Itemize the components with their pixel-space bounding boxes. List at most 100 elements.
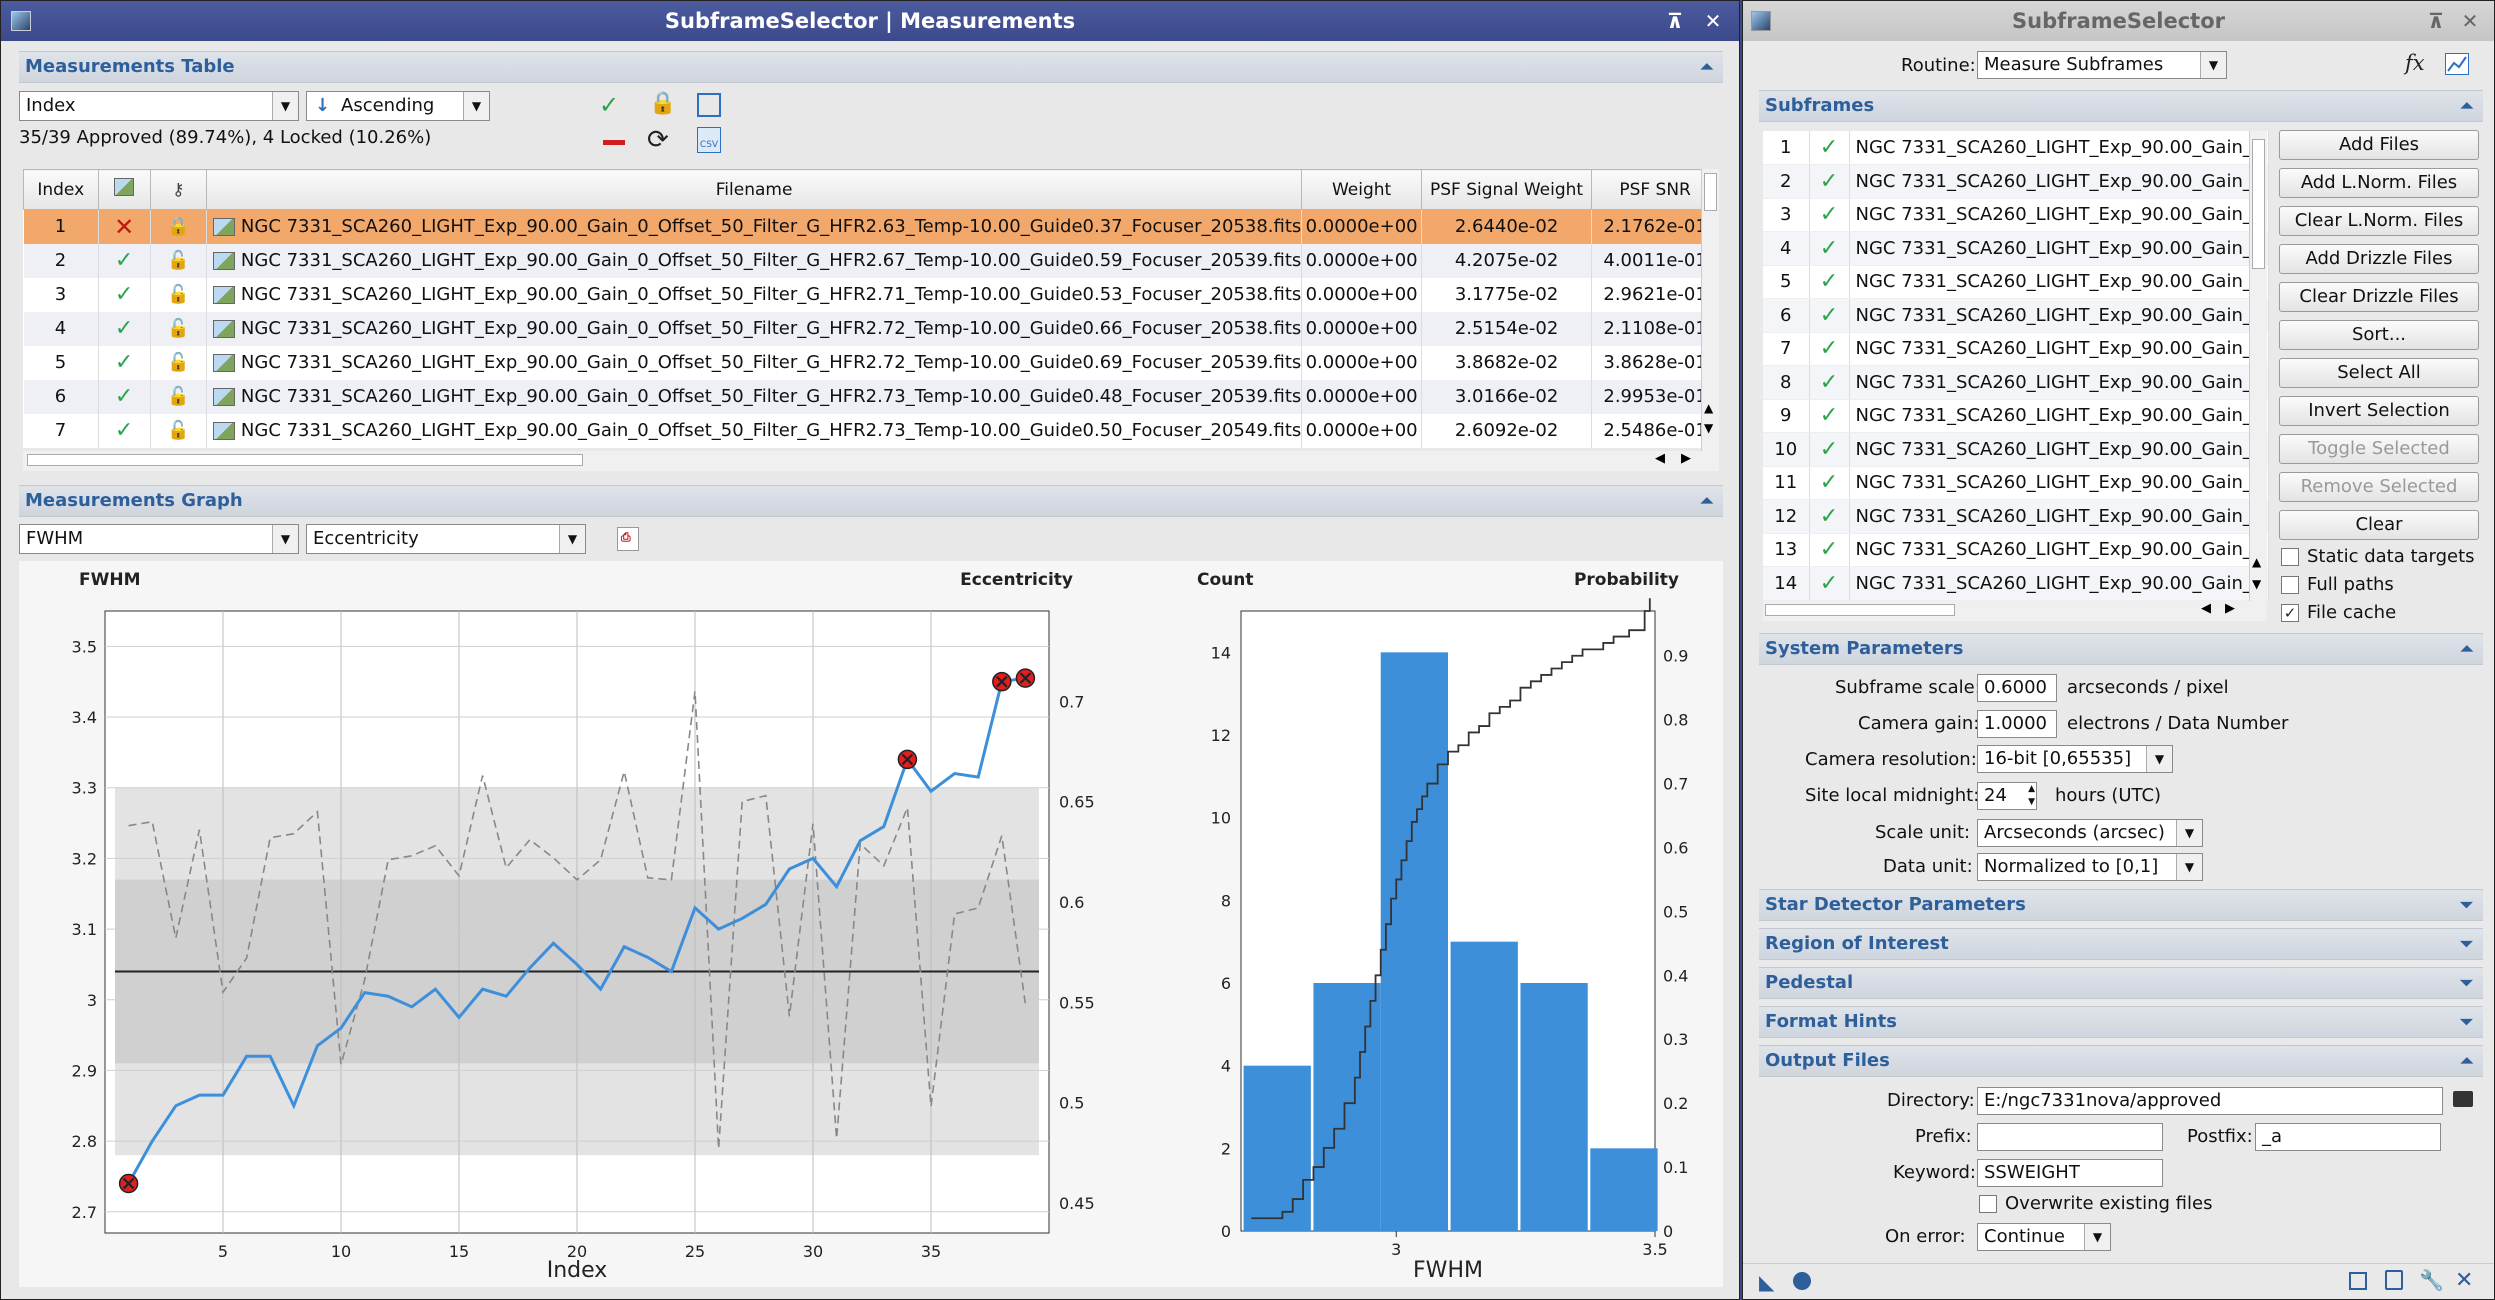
table-row[interactable]: 4 ✓ 🔓 NGC 7331_SCA260_LIGHT_Exp_90.00_Gain_…: [23, 311, 1719, 346]
lock-toggle[interactable]: 🔓: [150, 311, 207, 346]
subframe-row[interactable]: 1 ✓ NGC 7331_SCA260_LIGHT_Exp_90.00_Gain_0…: [1763, 131, 2269, 165]
folder-icon[interactable]: [2453, 1091, 2473, 1107]
col-psf-signal-weight[interactable]: PSF Signal Weight: [1420, 169, 1593, 210]
subframe-row[interactable]: 10 ✓ NGC 7331_SCA260_LIGHT_Exp_90.00_Gain_…: [1763, 432, 2269, 467]
format-hints-section-header[interactable]: Format Hints ⏷: [1759, 1006, 2483, 1038]
preview-icon[interactable]: [2349, 1272, 2367, 1290]
data-unit-select[interactable]: Normalized to [0,1] ▼: [1977, 853, 2203, 881]
on-error-select[interactable]: Continue ▼: [1977, 1223, 2111, 1251]
subframe-enabled-toggle[interactable]: ✓: [1809, 265, 1850, 299]
toggle-columns-icon[interactable]: [697, 93, 721, 117]
expand-icon[interactable]: ⏷: [2460, 1012, 2473, 1031]
subframe-row[interactable]: 2 ✓ NGC 7331_SCA260_LIGHT_Exp_90.00_Gain_0…: [1763, 164, 2269, 199]
prefix-input[interactable]: [1977, 1123, 2163, 1151]
approve-toggle[interactable]: ✓: [98, 243, 151, 278]
region-of-interest-section-header[interactable]: Region of Interest ⏷: [1759, 928, 2483, 960]
subframes-section-header[interactable]: Subframes ⏶: [1759, 90, 2483, 122]
toggle-selected-button[interactable]: Toggle Selected: [2279, 434, 2479, 464]
pedestal-section-header[interactable]: Pedestal ⏷: [1759, 967, 2483, 999]
clear-button[interactable]: Clear: [2279, 510, 2479, 540]
add-lnorm-files-button[interactable]: Add L.Norm. Files: [2279, 168, 2479, 198]
subframe-row[interactable]: 12 ✓ NGC 7331_SCA260_LIGHT_Exp_90.00_Gain_…: [1763, 499, 2269, 534]
unapprove-icon[interactable]: [603, 140, 625, 145]
close-icon[interactable]: ✕: [2461, 9, 2479, 33]
apply-global-icon[interactable]: [1793, 1272, 1811, 1290]
approve-toggle[interactable]: ✓: [98, 379, 151, 414]
site-midnight-spinbox[interactable]: 24 ▲ ▼: [1977, 782, 2037, 810]
collapse-icon[interactable]: ⏶: [2460, 96, 2473, 115]
measurements-window-titlebar[interactable]: SubframeSelector | Measurements ⊼ ✕: [1, 1, 1739, 41]
subframe-enabled-toggle[interactable]: ✓: [1809, 365, 1850, 400]
new-instance-icon[interactable]: ◣: [1759, 1270, 1775, 1294]
measurements-table-section-header[interactable]: Measurements Table ⏶: [19, 51, 1723, 83]
camera-resolution-select[interactable]: 16-bit [0,65535] ▼: [1977, 745, 2173, 773]
subframe-row[interactable]: 7 ✓ NGC 7331_SCA260_LIGHT_Exp_90.00_Gain_0…: [1763, 332, 2269, 366]
table-row[interactable]: 5 ✓ 🔓 NGC 7331_SCA260_LIGHT_Exp_90.00_Gain_…: [23, 345, 1719, 380]
lock-toggle[interactable]: 🔓: [150, 345, 207, 380]
subframe-enabled-toggle[interactable]: ✓: [1809, 131, 1850, 165]
scrollbar-thumb[interactable]: [1765, 604, 1955, 616]
table-vertical-scrollbar[interactable]: ▲ ▼: [1701, 169, 1719, 451]
approve-toggle[interactable]: ✕: [98, 209, 151, 244]
col-weight[interactable]: Weight: [1301, 169, 1422, 210]
fwhm-index-chart[interactable]: 5 10 15 20 25 30 35 2.7 2.8 2.9 3 3.1 3.2 3.3 3.4 3.5 0.…: [19, 561, 1169, 1287]
table-row[interactable]: 7 ✓ 🔓 NGC 7331_SCA260_LIGHT_Exp_90.00_Gain_…: [23, 413, 1719, 448]
approve-toggle[interactable]: ✓: [98, 413, 151, 448]
subframe-enabled-toggle[interactable]: ✓: [1809, 231, 1850, 266]
close-icon[interactable]: ✕: [1704, 9, 1722, 33]
routine-select[interactable]: Measure Subframes ▼: [1977, 51, 2227, 79]
scale-unit-select[interactable]: Arcseconds (arcsec) ▼: [1977, 819, 2203, 847]
shade-icon[interactable]: ⊼: [1666, 9, 1684, 33]
approve-toggle[interactable]: ✓: [98, 345, 151, 380]
reset-icon[interactable]: ⟳: [647, 125, 669, 155]
spin-down-icon[interactable]: ▼: [2028, 797, 2035, 807]
table-row[interactable]: 3 ✓ 🔓 NGC 7331_SCA260_LIGHT_Exp_90.00_Gain_…: [23, 277, 1719, 312]
scroll-right-icon[interactable]: ▶: [1681, 451, 1691, 466]
approve-toggle[interactable]: ✓: [98, 277, 151, 312]
subframes-horizontal-scrollbar[interactable]: ◀ ▶: [1763, 601, 2267, 621]
scrollbar-thumb[interactable]: [27, 454, 583, 466]
subframe-row[interactable]: 3 ✓ NGC 7331_SCA260_LIGHT_Exp_90.00_Gain_0…: [1763, 198, 2269, 232]
reset-icon[interactable]: ✕: [2455, 1268, 2474, 1293]
export-csv-icon[interactable]: CSV: [697, 127, 721, 153]
invert-selection-button[interactable]: Invert Selection: [2279, 396, 2479, 426]
scrollbar-thumb[interactable]: [2252, 139, 2265, 269]
file-cache-checkbox[interactable]: ✓: [2281, 604, 2299, 622]
remove-selected-button[interactable]: Remove Selected: [2279, 472, 2479, 502]
output-files-section-header[interactable]: Output Files ⏶: [1759, 1045, 2483, 1077]
expand-icon[interactable]: ⏷: [2460, 973, 2473, 992]
graph-secondary-select[interactable]: Eccentricity ▼: [306, 524, 586, 554]
subframe-enabled-toggle[interactable]: ✓: [1809, 164, 1850, 199]
subframe-row[interactable]: 9 ✓ NGC 7331_SCA260_LIGHT_Exp_90.00_Gain_0…: [1763, 399, 2269, 433]
fwhm-histogram-chart[interactable]: 0 2 4 6 8 10 12 14 0 0.1 0.2 0.3 0.4 0.5 0.6 0.7 0.8 0.9 3…: [1169, 561, 1723, 1287]
keyword-input[interactable]: SSWEIGHT: [1977, 1159, 2163, 1187]
subframe-row[interactable]: 11 ✓ NGC 7331_SCA260_LIGHT_Exp_90.00_Gain_…: [1763, 466, 2269, 500]
star-detector-section-header[interactable]: Star Detector Parameters ⏷: [1759, 889, 2483, 921]
clear-drizzle-files-button[interactable]: Clear Drizzle Files: [2279, 282, 2479, 312]
graph-primary-select[interactable]: FWHM ▼: [19, 524, 299, 554]
subframe-enabled-toggle[interactable]: ✓: [1809, 298, 1850, 333]
measurements-table[interactable]: Index ⚷ Filename Weight PSF Signal Weigh…: [23, 169, 1719, 448]
expand-icon[interactable]: ⏷: [2460, 934, 2473, 953]
sort-order-select[interactable]: ↓ Ascending ▼: [306, 91, 490, 121]
lock-toggle[interactable]: 🔒: [150, 209, 207, 244]
settings-wrench-icon[interactable]: 🔧: [2419, 1268, 2444, 1292]
camera-gain-input[interactable]: 1.0000: [1977, 710, 2057, 738]
subframe-row[interactable]: 6 ✓ NGC 7331_SCA260_LIGHT_Exp_90.00_Gain_0…: [1763, 298, 2269, 333]
subframe-enabled-toggle[interactable]: ✓: [1809, 466, 1850, 500]
spin-up-icon[interactable]: ▲: [2028, 784, 2035, 794]
full-paths-checkbox[interactable]: [2281, 576, 2299, 594]
select-all-button[interactable]: Select All: [2279, 358, 2479, 388]
table-horizontal-scrollbar[interactable]: ◀ ▶: [23, 451, 1719, 471]
lock-toggle[interactable]: 🔓: [150, 277, 207, 312]
scroll-left-icon[interactable]: ◀: [1655, 451, 1665, 466]
subframe-enabled-toggle[interactable]: ✓: [1809, 332, 1850, 366]
subframe-enabled-toggle[interactable]: ✓: [1809, 432, 1850, 467]
col-approved[interactable]: [97, 169, 151, 210]
subframe-row[interactable]: 8 ✓ NGC 7331_SCA260_LIGHT_Exp_90.00_Gain_0…: [1763, 365, 2269, 400]
subframe-scale-input[interactable]: 0.6000: [1977, 674, 2057, 702]
scroll-left-icon[interactable]: ◀: [2201, 601, 2211, 616]
sort-button[interactable]: Sort...: [2279, 320, 2479, 350]
lock-toggle[interactable]: 🔓: [150, 243, 207, 278]
scroll-down-icon[interactable]: ▼: [1704, 421, 1714, 435]
